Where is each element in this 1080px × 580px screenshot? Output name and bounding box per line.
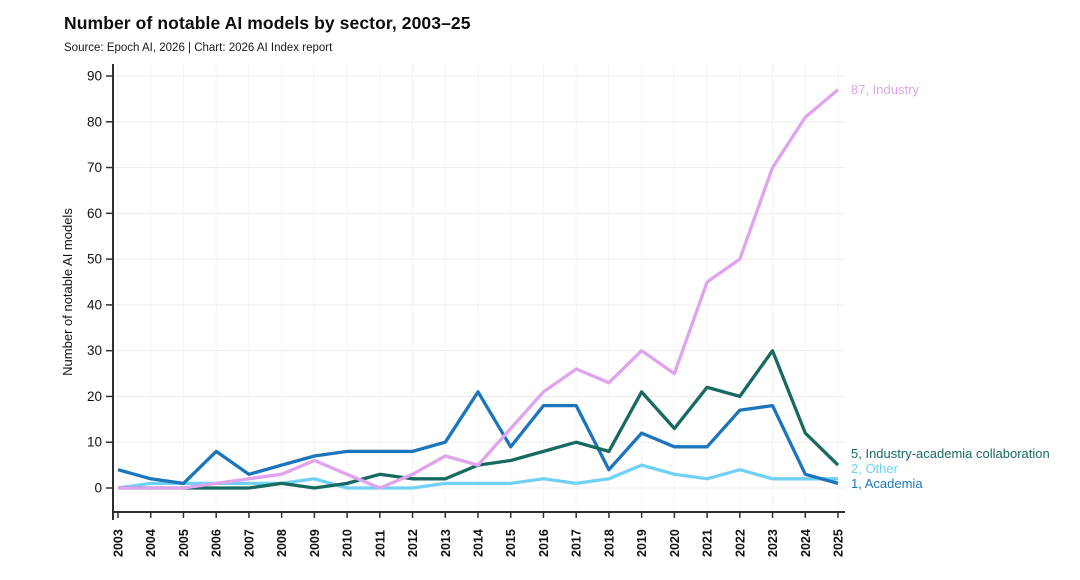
series-end-label-academia: 1, Academia xyxy=(851,476,923,491)
x-tick-label: 2025 xyxy=(832,529,846,557)
x-tick-label: 2020 xyxy=(668,529,682,557)
x-tick-label: 2023 xyxy=(766,529,780,557)
x-tick-label: 2006 xyxy=(210,529,224,557)
x-tick-label: 2022 xyxy=(733,529,747,557)
x-tick-label: 2008 xyxy=(275,529,289,557)
y-tick-label: 0 xyxy=(94,481,102,496)
x-tick-label: 2017 xyxy=(570,529,584,557)
series-line-other xyxy=(117,463,838,490)
y-tick-label: 60 xyxy=(87,206,102,221)
x-tick-label: 2018 xyxy=(602,529,616,557)
y-tick-label: 80 xyxy=(87,114,102,129)
x-tick-label: 2005 xyxy=(177,529,191,557)
x-tick-label: 2024 xyxy=(799,529,813,557)
x-tick-label: 2012 xyxy=(406,529,420,557)
y-tick-label: 50 xyxy=(87,252,102,267)
series-line-industry xyxy=(118,88,840,490)
y-tick-label: 20 xyxy=(87,389,102,404)
x-tick-label: 2004 xyxy=(144,529,158,557)
x-tick-label: 2009 xyxy=(308,529,322,557)
y-tick-label: 40 xyxy=(87,297,102,312)
x-tick-label: 2011 xyxy=(373,530,387,557)
x-tick-label: 2016 xyxy=(537,529,551,557)
x-tick-label: 2014 xyxy=(472,529,486,557)
x-tick-label: 2007 xyxy=(242,529,256,557)
y-axis-label: Number of notable AI models xyxy=(60,208,75,376)
chart-title: Number of notable AI models by sector, 2… xyxy=(64,13,471,33)
y-tick-label: 90 xyxy=(87,69,102,84)
y-tick-label: 70 xyxy=(87,160,102,175)
x-tick-label: 2013 xyxy=(439,529,453,557)
y-tick-label: 10 xyxy=(87,435,102,450)
chart-source-note: Source: Epoch AI, 2026 | Chart: 2026 AI … xyxy=(64,42,333,54)
series-end-label-industry: 87, Industry xyxy=(851,82,919,97)
x-tick-label: 2015 xyxy=(504,529,518,557)
x-tick-label: 2010 xyxy=(341,529,355,557)
x-tick-label: 2019 xyxy=(635,529,649,557)
series-end-label-other: 2, Other xyxy=(851,461,899,476)
series-line-academia xyxy=(117,390,839,486)
y-tick-label: 30 xyxy=(87,343,102,358)
series-end-label-industry-academia-collaboration: 5, Industry-academia collaboration xyxy=(851,446,1050,461)
x-tick-label: 2003 xyxy=(112,529,126,557)
x-tick-label: 2021 xyxy=(701,529,715,557)
